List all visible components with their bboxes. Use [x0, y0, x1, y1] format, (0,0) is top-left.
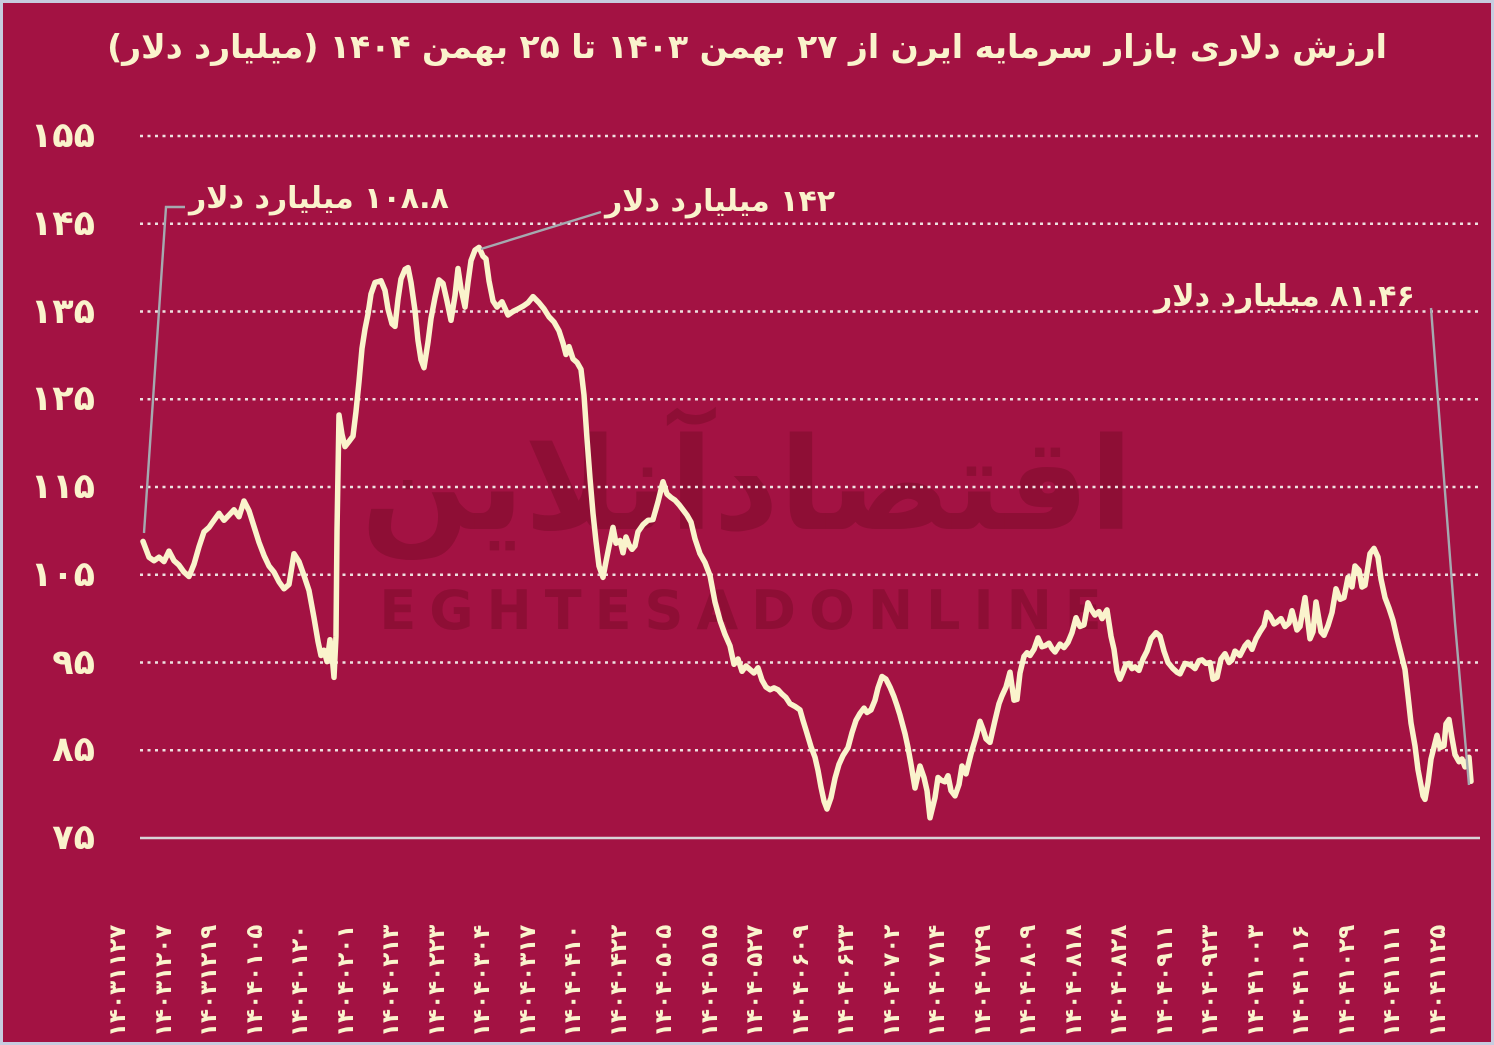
x-tick-label: ۱۴۰۴۰۸۲۸ — [1106, 924, 1132, 1037]
annotation-peak-value: ۱۴۲ میلیارد دلار — [605, 184, 836, 219]
x-tick-label: ۱۴۰۴۰۱۲۰ — [287, 924, 313, 1037]
x-tick-label: ۱۴۰۴۰۵۱۵ — [696, 924, 723, 1037]
x-tick-label: ۱۴۰۴۰۶۰۹ — [787, 924, 814, 1037]
x-tick-label: ۱۴۰۴۰۷۰۲ — [878, 924, 905, 1037]
x-tick-label: ۱۴۰۴۰۵۰۵ — [651, 924, 677, 1037]
x-tick-label: ۱۴۰۴۰۳۱۷ — [514, 924, 541, 1037]
x-tick-label: ۱۴۰۴۰۴۱۰ — [560, 924, 586, 1037]
x-tick-label: ۱۴۰۴۰۶۲۳ — [833, 924, 859, 1037]
x-tick-label: ۱۴۰۴۱۱۲۵ — [1424, 924, 1451, 1037]
y-tick-label: ۱۳۵ — [30, 291, 95, 332]
x-tick-label: ۱۴۰۴۱۰۱۶ — [1288, 924, 1314, 1037]
y-tick-label: ۹۵ — [52, 642, 95, 683]
x-tick-label: ۱۴۰۴۰۹۲۳ — [1197, 924, 1223, 1037]
series-line — [140, 244, 1474, 821]
y-tick-label: ۱۴۵ — [30, 203, 95, 244]
y-tick-label: ۸۵ — [52, 730, 95, 771]
y-tick-label: ۷۵ — [52, 818, 95, 858]
chart-title: ارزش دلاری بازار سرمایه ایرن از ۲۷ بهمن … — [107, 27, 1387, 66]
x-tick-label: ۱۴۰۴۰۷۱۴ — [924, 924, 950, 1037]
x-tick-label: ۱۴۰۴۰۵۲۷ — [742, 924, 768, 1037]
x-tick-label: ۱۴۰۴۰۳۰۴ — [469, 924, 495, 1037]
y-tick-label: ۱۵۵ — [30, 116, 95, 156]
x-tick-label: ۱۴۰۴۱۰۰۳ — [1242, 924, 1269, 1037]
callout-line-peak — [480, 210, 602, 251]
x-tick-label: ۱۴۰۴۰۴۲۲ — [605, 924, 632, 1037]
callout-line-end — [1429, 307, 1471, 786]
y-tick-label: ۱۲۵ — [30, 379, 95, 420]
x-tick-label: ۱۴۰۴۰۱۰۵ — [241, 924, 268, 1037]
callout-line-start — [142, 205, 185, 534]
x-tick-label: ۱۴۰۴۰۸۱۸ — [1060, 924, 1087, 1037]
x-tick-label: ۱۴۰۴۰۹۱۱ — [1151, 924, 1178, 1037]
x-tick-label: ۱۴۰۴۰۲۱۳ — [378, 924, 404, 1037]
annotation-end-value: ۸۱.۴۶ میلیارد دلار — [1155, 279, 1415, 314]
plot-svg — [140, 134, 1480, 840]
x-tick-label: ۱۴۰۴۱۰۲۹ — [1333, 924, 1360, 1037]
x-tick-label: ۱۴۰۴۰۷۲۹ — [969, 924, 996, 1037]
x-tick-label: ۱۴۰۴۰۸۰۹ — [1015, 924, 1041, 1037]
y-tick-label: ۱۰۵ — [30, 554, 95, 595]
x-tick-label: ۱۴۰۳۱۱۲۷ — [105, 924, 131, 1037]
x-tick-label: ۱۴۰۴۰۲۲۳ — [423, 924, 450, 1037]
annotation-start-value: ۱۰۸.۸ میلیارد دلار — [189, 181, 449, 216]
x-tick-label: ۱۴۰۴۰۲۰۱ — [332, 924, 359, 1037]
x-tick-label: ۱۴۰۴۱۱۱۱ — [1379, 924, 1405, 1037]
y-tick-label: ۱۱۵ — [30, 467, 95, 507]
x-tick-label: ۱۴۰۳۱۲۱۹ — [196, 924, 222, 1037]
x-tick-label: ۱۴۰۳۱۲۰۷ — [150, 924, 177, 1037]
